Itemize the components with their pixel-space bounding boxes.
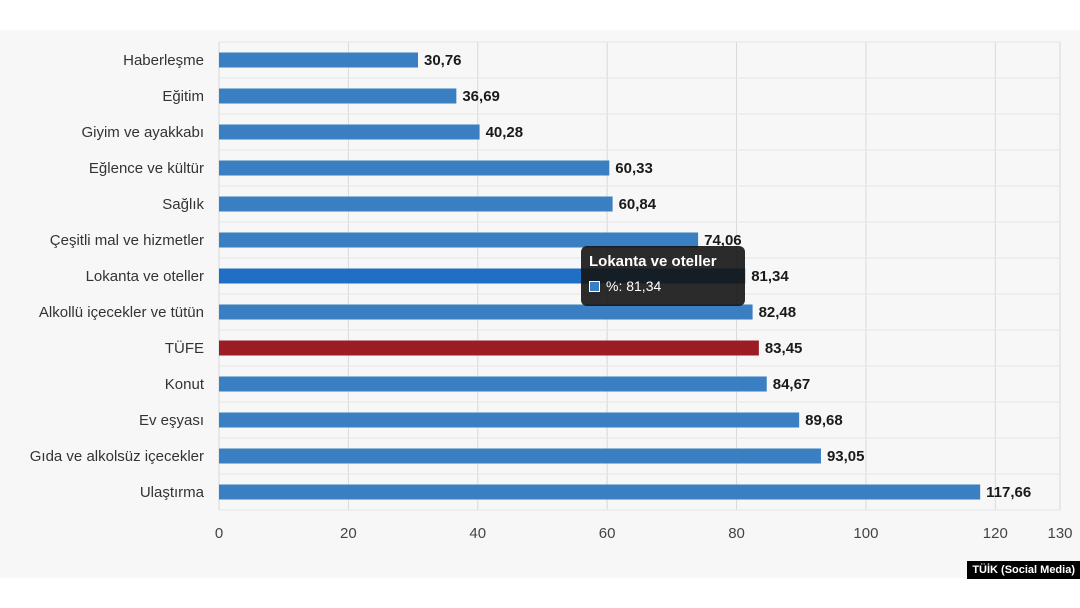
value-label: 74,06 (704, 232, 742, 249)
value-label: 30,76 (424, 52, 462, 69)
x-tick-label: 100 (853, 525, 878, 542)
tooltip-title: Lokanta ve oteller (589, 253, 717, 270)
x-tick-label: 130 (1047, 525, 1072, 542)
bar-10[interactable] (219, 412, 800, 428)
value-label: 89,68 (805, 412, 843, 429)
value-label: 60,33 (615, 160, 653, 177)
x-tick-label: 120 (983, 525, 1008, 542)
bar-0[interactable] (219, 52, 418, 68)
category-label: TÜFE (165, 339, 204, 357)
bar-7[interactable] (219, 304, 753, 320)
value-label: 60,84 (619, 196, 657, 213)
category-label: Lokanta ve oteller (86, 268, 204, 285)
bar-1[interactable] (219, 88, 457, 104)
value-label: 117,66 (986, 484, 1031, 501)
value-label: 83,45 (765, 340, 803, 357)
value-label: 84,67 (773, 376, 811, 393)
bar-11[interactable] (219, 448, 821, 464)
x-tick-label: 60 (599, 525, 616, 542)
category-label: Ulaştırma (140, 484, 205, 501)
bar-5[interactable] (219, 232, 699, 248)
category-label: Giyim ve ayakkabı (81, 124, 204, 141)
category-label: Ev eşyası (139, 412, 204, 429)
bar-9[interactable] (219, 376, 767, 392)
source-credit: TÜİK (Social Media) (967, 561, 1080, 579)
value-label: 40,28 (486, 124, 524, 141)
bar-8[interactable] (219, 340, 759, 356)
x-tick-label: 0 (215, 525, 223, 542)
category-label: Eğlence ve kültür (89, 160, 204, 177)
tooltip: Lokanta ve oteller %: 81,34 (581, 246, 745, 306)
top-band (0, 0, 1080, 30)
category-label: Konut (165, 376, 205, 393)
value-label: 82,48 (759, 304, 797, 321)
category-label: Alkollü içecekler ve tütün (39, 304, 204, 321)
bar-2[interactable] (219, 124, 480, 140)
bar-3[interactable] (219, 160, 610, 176)
bar-4[interactable] (219, 196, 613, 212)
x-tick-label: 20 (340, 525, 357, 542)
tooltip-value-row: %: 81,34 (589, 278, 737, 294)
bars (219, 52, 981, 500)
category-label: Gıda ve alkolsüz içecekler (30, 448, 204, 465)
bar-12[interactable] (219, 484, 981, 500)
category-label: Çeşitli mal ve hizmetler (50, 232, 204, 249)
value-label: 36,69 (462, 88, 500, 105)
category-label: Haberleşme (123, 52, 204, 69)
x-tick-label: 40 (469, 525, 486, 542)
value-label: 93,05 (827, 448, 865, 465)
grid-lines (218, 41, 1061, 511)
tooltip-value: %: 81,34 (606, 278, 662, 294)
category-label: Eğitim (162, 88, 204, 105)
category-label: Sağlık (162, 196, 204, 213)
tooltip-swatch (589, 280, 600, 292)
value-label: 81,34 (751, 268, 789, 285)
labels: 0 20 40 60 80 100 120 130 Haberleşme 30,76 Eğitim 3… (30, 52, 1073, 542)
x-tick-label: 80 (728, 525, 745, 542)
